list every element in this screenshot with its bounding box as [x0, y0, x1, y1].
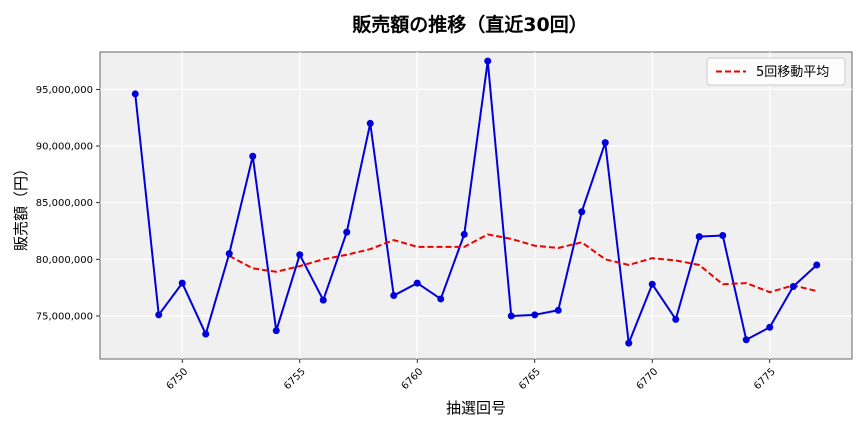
sales-data-point	[648, 280, 656, 288]
y-tick-label: 75,000,000	[36, 311, 93, 322]
x-tick-label: 6760	[400, 366, 426, 392]
sales-data-point	[672, 315, 680, 323]
sales-data-point	[695, 233, 703, 241]
sales-data-point	[554, 306, 562, 314]
x-tick-label: 6755	[282, 366, 308, 392]
sales-data-point	[437, 295, 445, 303]
chart-title: 販売額の推移（直近30回）	[352, 13, 587, 36]
sales-data-point	[719, 232, 727, 240]
sales-data-point	[531, 311, 539, 319]
y-axis-ticks: 75,000,000 80,000,000 85,000,000 90,000,000…	[36, 85, 100, 322]
sales-data-point	[296, 251, 304, 259]
y-tick-label: 85,000,000	[36, 198, 93, 209]
sales-data-point	[249, 152, 257, 160]
sales-data-point	[131, 90, 139, 98]
sales-data-point	[413, 279, 421, 287]
sales-data-point	[789, 282, 797, 290]
x-tick-label: 6765	[517, 366, 543, 392]
sales-data-point	[319, 296, 327, 304]
sales-data-point	[460, 230, 468, 238]
sales-data-point	[343, 228, 351, 236]
legend-label-moving-average: 5回移動平均	[756, 65, 829, 80]
sales-data-point	[813, 261, 821, 269]
y-tick-label: 90,000,000	[36, 142, 93, 153]
series-lines	[131, 57, 821, 347]
legend: 5回移動平均	[706, 57, 846, 86]
x-axis-label: 抽選回号	[446, 399, 506, 417]
legend-box	[706, 57, 846, 86]
sales-data-point	[578, 208, 586, 216]
grid-lines	[100, 52, 852, 359]
sales-data-point	[155, 311, 163, 319]
x-tick-label: 6750	[165, 366, 191, 392]
sales-data-point	[484, 57, 492, 65]
sales-data-point	[625, 339, 633, 347]
sales-data-point	[601, 139, 609, 147]
sales-data-point	[202, 330, 210, 338]
moving-average-line	[228, 233, 817, 294]
sales-data-point	[366, 119, 374, 127]
y-tick-label: 95,000,000	[36, 85, 93, 96]
sales-data-point	[742, 336, 750, 344]
y-axis-label: 販売額（円）	[12, 161, 30, 251]
x-axis-ticks: 6750 6755 6760 6765 6770 6775	[165, 359, 778, 392]
plot-area	[99, 51, 853, 360]
sales-data-point	[272, 327, 280, 335]
sales-data-point	[178, 279, 186, 287]
sales-data-point	[225, 250, 233, 258]
sales-data-point	[766, 323, 774, 331]
sales-amount-line	[134, 60, 818, 345]
sales-data-point	[507, 312, 515, 320]
x-tick-label: 6775	[752, 366, 778, 392]
sales-data-point	[390, 292, 398, 300]
x-tick-label: 6770	[635, 366, 661, 392]
y-tick-label: 80,000,000	[36, 255, 93, 266]
